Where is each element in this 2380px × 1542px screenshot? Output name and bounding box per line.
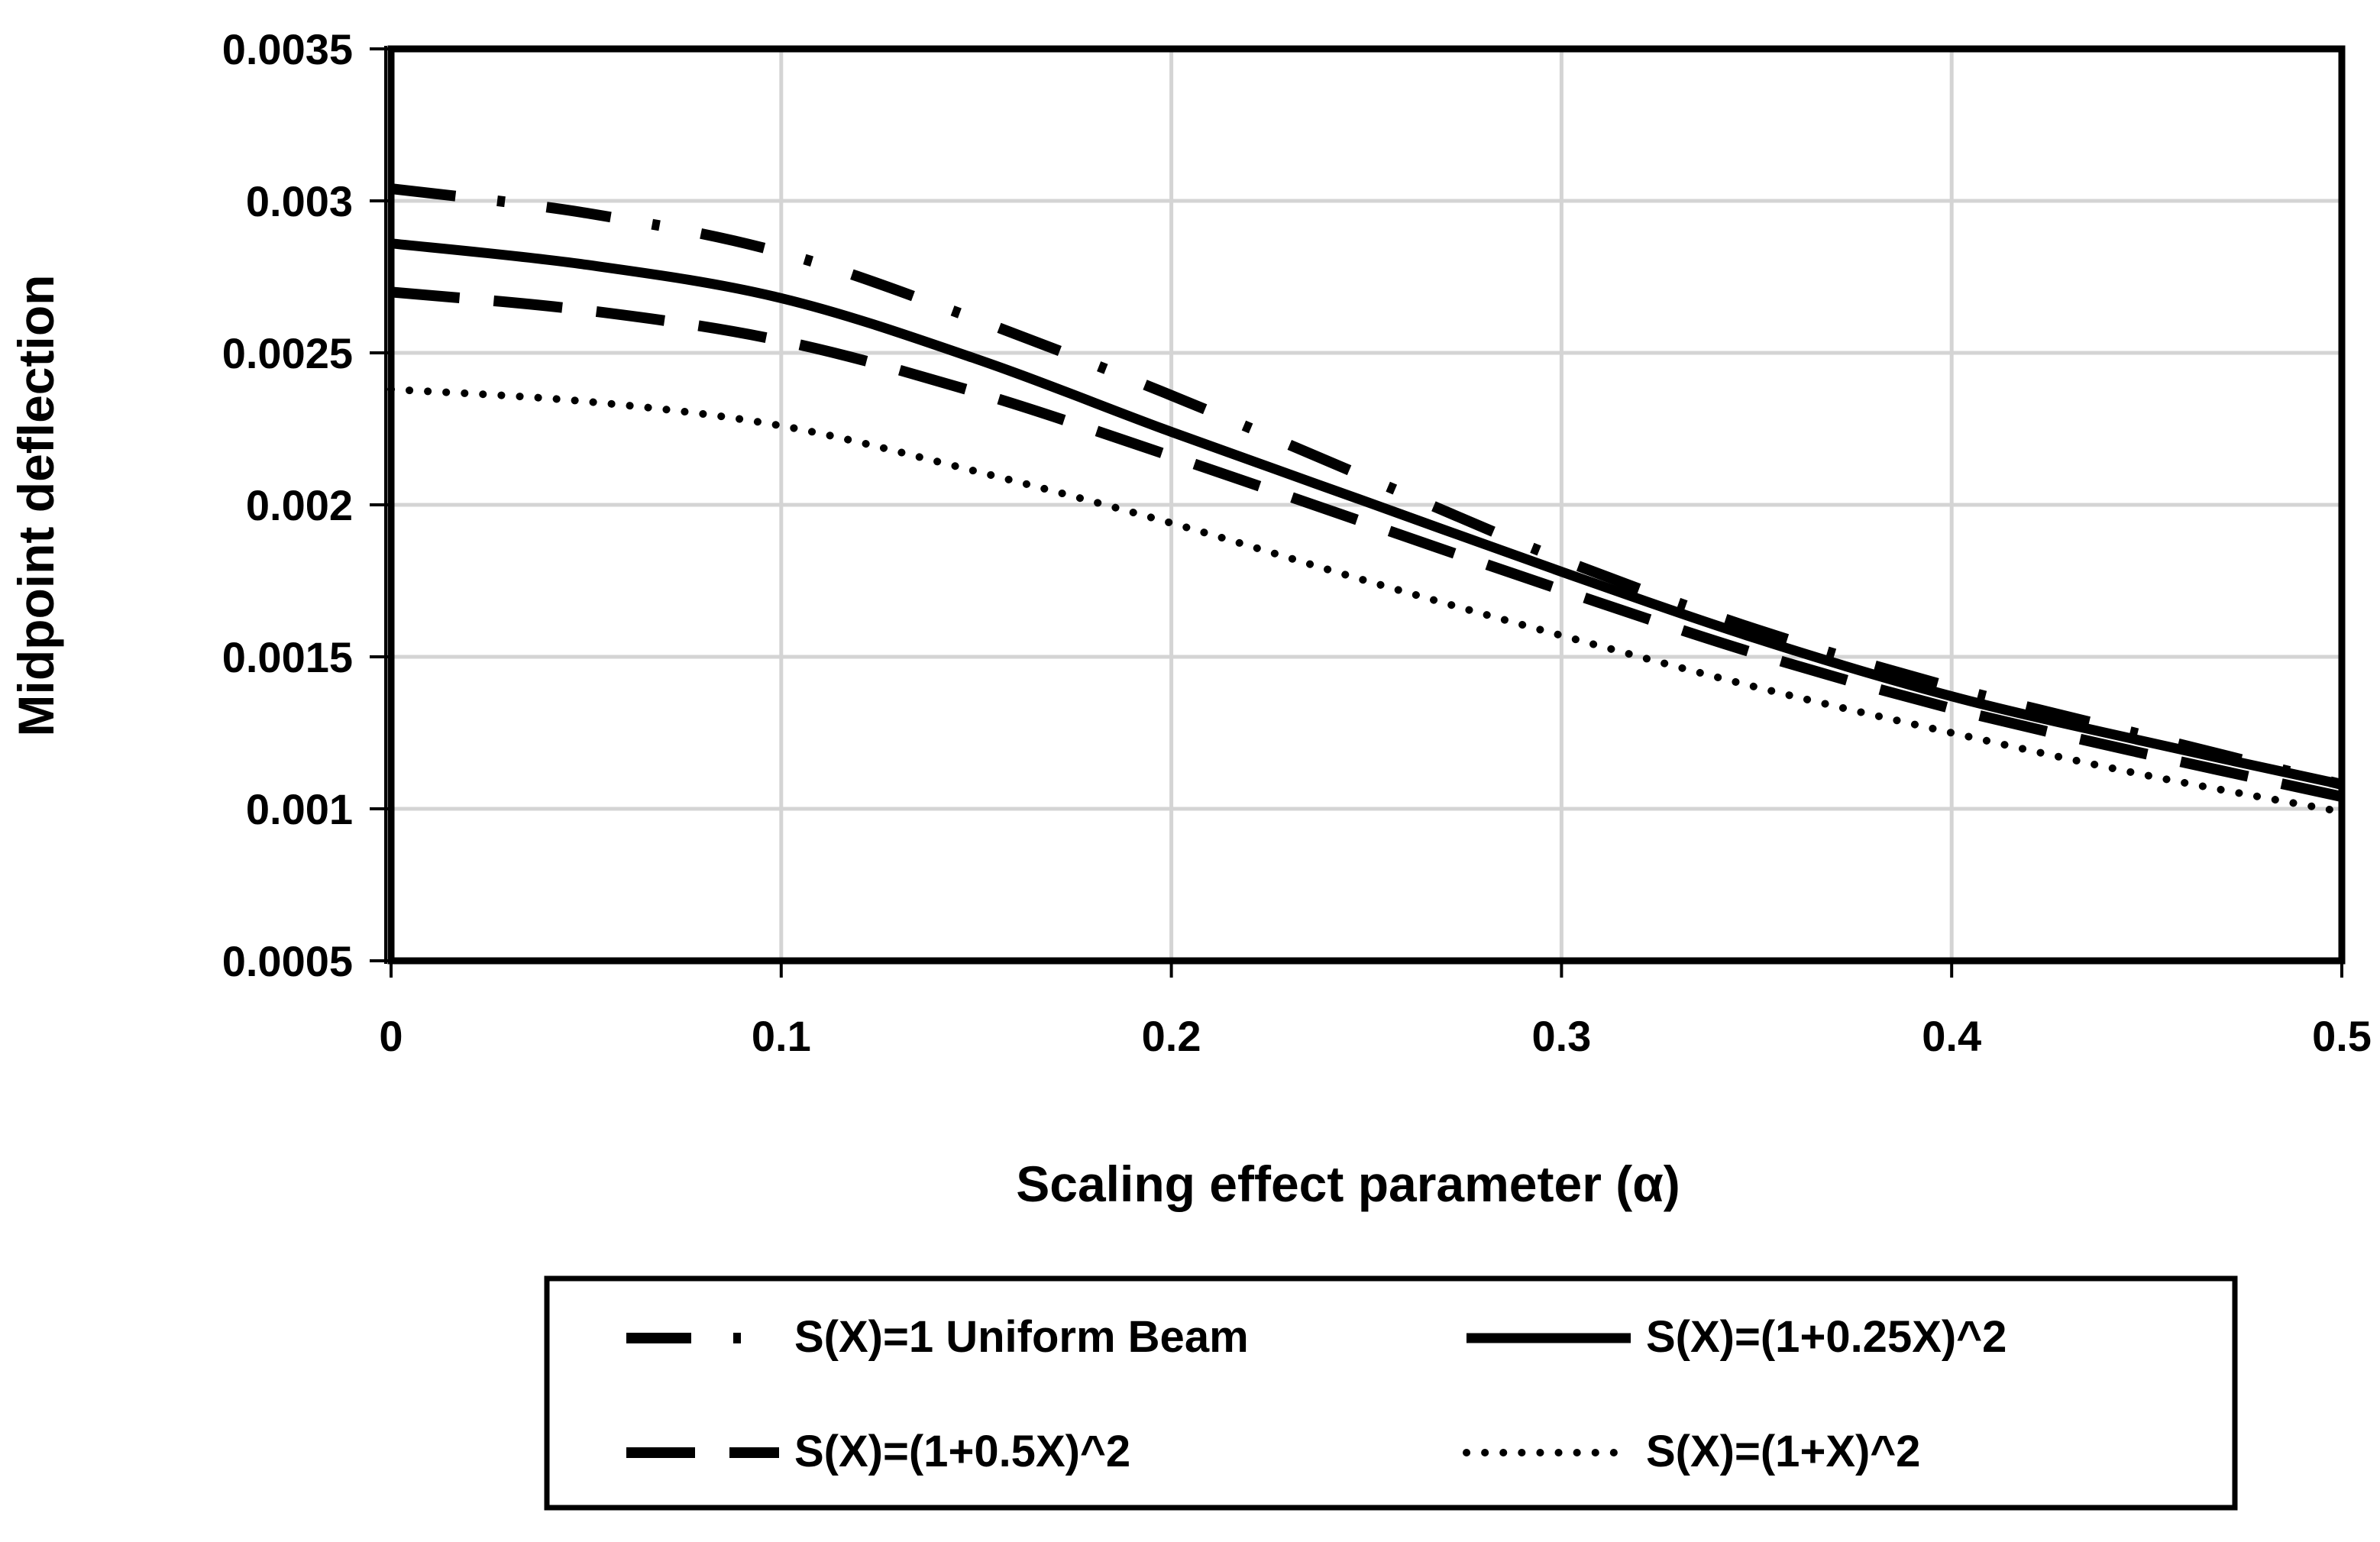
x-tick-label: 0.4 <box>1922 1012 1981 1060</box>
series-line-3 <box>390 286 2343 802</box>
series-layer <box>387 183 2346 816</box>
y-tick-label: 0.002 <box>246 481 353 529</box>
x-tick-label: 0.2 <box>1142 1012 1201 1060</box>
series-line-4 <box>387 385 2346 816</box>
legend-label-2: S(X)=(1+0.25X)^2 <box>1646 1312 2007 1362</box>
plot-frame <box>387 45 2346 965</box>
y-tick-label: 0.0035 <box>222 25 353 73</box>
legend-label-4: S(X)=(1+X)^2 <box>1646 1427 1920 1476</box>
x-tick-label: 0.3 <box>1531 1012 1591 1060</box>
series-line-1 <box>390 183 2343 790</box>
legend: S(X)=1 Uniform Beam S(X)=(1+0.25X)^2 S(X)=… <box>544 1275 2238 1511</box>
legend-label-1: S(X)=1 Uniform Beam <box>794 1312 1249 1362</box>
x-ticks: 0 0.1 0.2 0.3 0.4 0.5 <box>379 961 2372 1060</box>
y-tick-label: 0.0005 <box>222 937 353 985</box>
y-axis-title: Midpoint deflection <box>8 275 64 737</box>
x-axis-title: Scaling effect parameter (α) <box>1016 1156 1680 1212</box>
y-tick-label: 0.0025 <box>222 329 353 377</box>
legend-items: S(X)=1 Uniform Beam S(X)=(1+0.25X)^2 S(X)=… <box>626 1312 2007 1476</box>
legend-box <box>544 1275 2238 1511</box>
y-tick-label: 0.001 <box>246 785 353 833</box>
series-line-2 <box>390 238 2343 790</box>
legend-label-3: S(X)=(1+0.5X)^2 <box>794 1427 1130 1476</box>
y-tick-label: 0.0015 <box>222 633 353 681</box>
grid <box>391 49 2342 961</box>
y-ticks: 0.0005 0.001 0.0015 0.002 0.0025 0.003 0.0035 <box>222 25 390 985</box>
x-tick-label: 0.5 <box>2312 1012 2372 1060</box>
x-tick-label: 0.1 <box>752 1012 811 1060</box>
x-tick-label: 0 <box>379 1012 403 1060</box>
y-tick-label: 0.003 <box>246 177 353 225</box>
